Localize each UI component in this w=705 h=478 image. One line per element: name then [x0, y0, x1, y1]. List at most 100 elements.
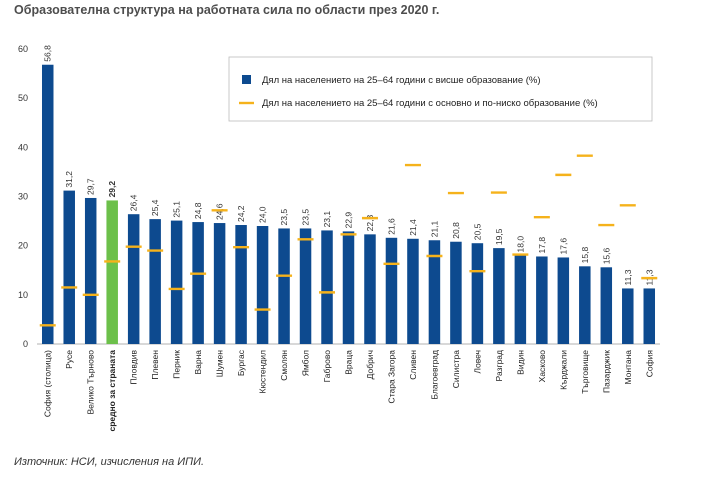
- x-tick-label: Разград: [494, 350, 504, 381]
- bar: [127, 214, 140, 344]
- legend-swatch-bar: [242, 75, 251, 84]
- bar: [364, 234, 376, 344]
- bar: [278, 228, 290, 344]
- bar: [149, 219, 161, 344]
- x-tick-label: Видин: [515, 350, 525, 375]
- bar-value-label: 20,8: [451, 222, 461, 239]
- x-tick-label: Смолян: [279, 350, 289, 381]
- y-tick-label: 60: [18, 44, 28, 54]
- bar-value-label: 24,2: [236, 205, 246, 222]
- x-tick-label: София (столица): [43, 350, 53, 417]
- bar-value-label: 24,0: [258, 206, 268, 223]
- bar-value-label: 23,5: [301, 209, 311, 226]
- bar-value-label: 23,5: [279, 209, 289, 226]
- bar: [213, 223, 226, 344]
- bar: [256, 226, 269, 344]
- bar-value-label: 26,4: [129, 194, 139, 211]
- x-tick-label: средно за страната: [107, 350, 117, 432]
- bar: [41, 64, 54, 344]
- x-tick-label: Стара Загора: [386, 350, 396, 404]
- bar: [407, 238, 419, 344]
- x-tick-label: Кърджали: [558, 350, 568, 390]
- bar-value-label: 15,6: [601, 247, 611, 264]
- bar: [643, 288, 656, 344]
- bar: [579, 266, 591, 344]
- y-tick-label: 10: [18, 290, 28, 300]
- bar-value-label: 21,1: [429, 220, 439, 237]
- bar-value-label: 21,6: [386, 218, 396, 235]
- bar: [170, 220, 183, 344]
- bar-value-label: 19,5: [494, 228, 504, 245]
- bar-value-label: 17,8: [537, 237, 547, 254]
- legend-label-higher-education: Дял на населението на 25–64 години с вис…: [262, 75, 541, 86]
- bar: [471, 243, 484, 344]
- x-tick-label: Сливен: [408, 350, 418, 380]
- bar: [299, 228, 312, 344]
- x-tick-label: Търговище: [580, 350, 590, 394]
- y-tick-label: 0: [23, 339, 28, 349]
- bar: [63, 190, 75, 344]
- bar-value-label: 22,3: [365, 215, 375, 232]
- bar-value-label: 24,8: [193, 202, 203, 219]
- bar-value-label: 18,0: [515, 236, 525, 253]
- bar: [385, 237, 398, 344]
- bar: [106, 200, 118, 344]
- bar: [450, 241, 462, 344]
- bar: [192, 222, 204, 344]
- x-tick-label: Пловдив: [129, 350, 139, 385]
- y-tick-label: 50: [18, 93, 28, 103]
- y-tick-label: 40: [18, 142, 28, 152]
- x-tick-label: Шумен: [215, 350, 225, 378]
- x-tick-label: Ловеч: [472, 350, 482, 374]
- x-tick-label: Русе: [64, 350, 74, 369]
- chart-title: Образователна структура на работната сил…: [14, 3, 440, 17]
- x-tick-label: Ямбол: [301, 350, 311, 376]
- bar-value-label: 25,4: [150, 199, 160, 216]
- bar: [536, 256, 548, 344]
- bar-value-label: 22,9: [344, 212, 354, 229]
- bar: [428, 240, 441, 344]
- bar-value-label: 29,2: [107, 181, 117, 198]
- bar: [342, 231, 355, 344]
- bar-value-label: 20,5: [472, 223, 482, 240]
- bar-value-label: 29,7: [86, 178, 96, 195]
- x-tick-label: Варна: [193, 350, 203, 375]
- bar-value-label: 24,6: [215, 203, 225, 220]
- source-note: Източник: НСИ, изчисления на ИПИ.: [14, 456, 205, 468]
- x-tick-label: Перник: [172, 350, 182, 379]
- bar-value-label: 15,8: [580, 247, 590, 264]
- bar-value-label: 23,1: [322, 211, 332, 228]
- bar-value-label: 11,3: [623, 269, 633, 285]
- legend-label-basic-education: Дял на населението на 25–64 години с осн…: [262, 98, 598, 109]
- x-tick-label: Плевен: [150, 350, 160, 380]
- y-tick-label: 30: [18, 192, 28, 202]
- y-tick-label: 20: [18, 241, 28, 251]
- x-tick-label: Силистра: [451, 350, 461, 388]
- bar-value-label: 21,4: [408, 219, 418, 236]
- legend-box: [228, 56, 653, 122]
- bar-value-label: 56,8: [43, 45, 53, 62]
- bar: [600, 267, 613, 344]
- bar: [321, 230, 333, 344]
- bar: [493, 248, 505, 344]
- x-tick-label: Бургас: [236, 349, 246, 376]
- bar: [622, 288, 634, 344]
- x-tick-label: Враца: [344, 350, 354, 375]
- x-tick-label: Хасково: [537, 350, 547, 383]
- x-tick-label: Пазарджик: [601, 350, 611, 393]
- x-tick-label: Габрово: [322, 350, 332, 383]
- bar: [557, 257, 570, 344]
- x-tick-label: Добрич: [365, 350, 375, 379]
- x-tick-label: Благоевград: [429, 350, 439, 400]
- bar-value-label: 25,1: [172, 201, 182, 218]
- bar: [235, 225, 247, 344]
- x-tick-label: София: [644, 350, 654, 378]
- bar: [84, 197, 97, 344]
- bar: [514, 255, 527, 344]
- x-tick-label: Кюстендил: [258, 350, 268, 394]
- x-tick-label: Велико Търново: [86, 350, 96, 415]
- bar-value-label: 31,2: [64, 171, 74, 188]
- bar-value-label: 17,6: [558, 238, 568, 255]
- x-tick-label: Монтана: [623, 350, 633, 385]
